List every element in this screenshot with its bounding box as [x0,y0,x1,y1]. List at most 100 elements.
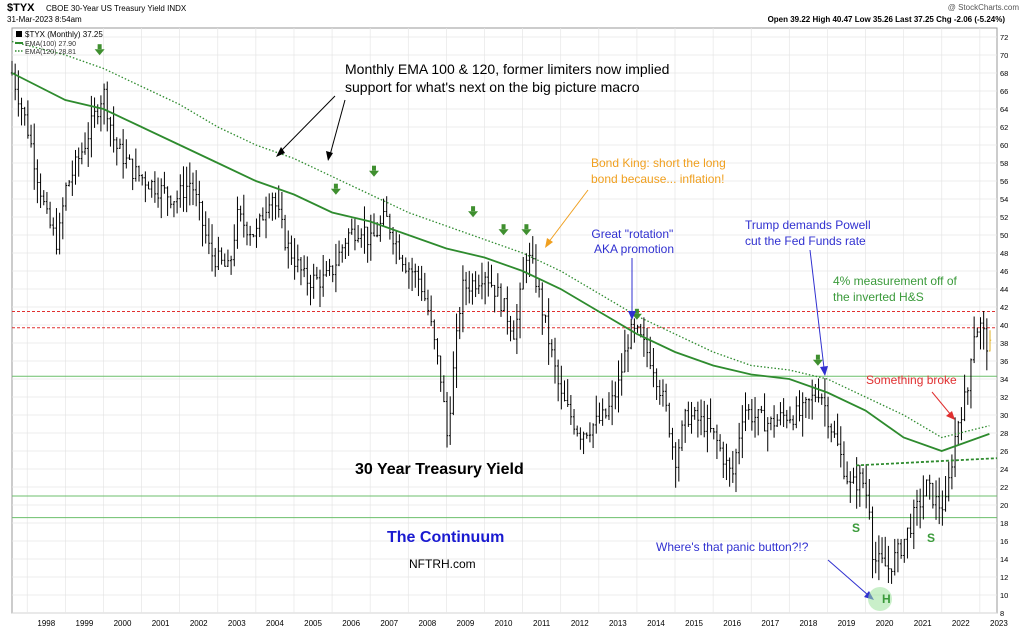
y-tick-label: 10 [1000,591,1008,600]
y-tick-label: 16 [1000,537,1008,546]
y-tick-label: 36 [1000,357,1008,366]
x-tick-label: 2005 [304,619,322,628]
y-tick-label: 8 [1000,609,1004,618]
y-tick-label: 22 [1000,483,1008,492]
pivot-marker-head [521,229,532,236]
ema-note-arrow-1 [279,95,336,153]
series-layer [10,40,998,584]
x-tick-label: 2003 [228,619,246,628]
legend: $TYX (Monthly) 37.25 EMA(100) 27.90 EMA(… [15,30,103,56]
stats-label: Open 39.22 High 40.47 Low 35.26 Last 37.… [768,15,1006,24]
bond-king-line1: Bond King: short the long [591,156,726,170]
pivot-marker-head [812,359,823,366]
trump-note: Trump demands Powell cut the Fed Funds r… [745,218,874,248]
pivot-marker-stem [371,165,376,171]
chart-title: 30 Year Treasury Yield [355,461,524,478]
bond-king-arrow [547,189,589,244]
ema-note-line2: support for what's next on the big pictu… [345,79,640,95]
grid-lines [12,28,997,614]
ema-note-arrow-2 [329,99,346,156]
y-tick-label: 40 [1000,321,1008,330]
legend-entry-price: $TYX (Monthly) 37.25 [25,30,103,39]
hs-shoulder-right: S [927,531,935,545]
y-tick-label: 56 [1000,177,1008,186]
date-label: 31-Mar-2023 8:54am [7,15,82,24]
y-tick-label: 30 [1000,411,1008,420]
pivot-marker-head [468,211,479,218]
x-tick-label: 2004 [266,619,284,628]
x-tick-label: 2015 [685,619,703,628]
ema-note-arrowhead-1 [276,147,285,157]
x-tick-label: 2001 [152,619,170,628]
y-tick-label: 12 [1000,573,1008,582]
broke-arrowhead [946,411,955,420]
y-tick-label: 32 [1000,393,1008,402]
ema-100-line [11,72,990,452]
x-tick-label: 1999 [76,619,94,628]
y-tick-label: 46 [1000,267,1008,276]
ema-note-arrowhead-2 [326,151,333,161]
pivot-marker-stem [471,206,476,212]
pivot-marker-stem [97,44,102,50]
hs-head: H [882,592,891,606]
chart-header: $TYX CBOE 30-Year US Treasury Yield INDX… [7,2,1019,24]
description-label: CBOE 30-Year US Treasury Yield INDX [46,4,187,13]
site-label: NFTRH.com [409,557,476,571]
y-tick-label: 64 [1000,105,1008,114]
y-tick-label: 48 [1000,249,1008,258]
y-tick-label: 66 [1000,87,1008,96]
pivot-marker-stem [524,224,529,230]
x-tick-label: 2014 [647,619,665,628]
rotation-note: Great "rotation" AKA promotion [591,227,676,256]
x-tick-label: 2002 [190,619,208,628]
horizontal-levels [12,311,997,519]
x-tick-label: 2000 [114,619,132,628]
y-tick-label: 28 [1000,429,1008,438]
ema-note-line1: Monthly EMA 100 & 120, former limiters n… [345,61,669,77]
annotations: Monthly EMA 100 & 120, former limiters n… [276,61,960,611]
y-tick-label: 24 [1000,465,1008,474]
bond-king-line2: bond because... inflation! [591,172,724,186]
x-tick-label: 2010 [495,619,513,628]
something-broke-note: Something broke [866,373,957,387]
x-tick-label: 2006 [342,619,360,628]
head-highlight [868,587,892,611]
pivot-marker-head [368,170,379,177]
watermark: @ StockCharts.com [948,3,1020,12]
measurement-note: 4% measurement off of the inverted H&S [833,274,960,304]
measurement-line2: the inverted H&S [833,290,924,304]
y-tick-label: 60 [1000,141,1008,150]
neckline [855,457,998,467]
rotation-line2: AKA promotion [594,242,674,256]
pivot-marker-head [94,49,105,56]
x-tick-label: 2021 [914,619,932,628]
panic-arrow [827,559,869,596]
pivot-marker-stem [815,354,820,360]
trump-line2: cut the Fed Funds rate [745,234,866,248]
x-tick-label: 2017 [761,619,779,628]
y-tick-label: 20 [1000,501,1008,510]
y-tick-label: 38 [1000,339,1008,348]
pivot-markers [94,44,823,366]
legend-swatch-price [16,31,22,37]
symbol-label: $TYX [7,2,35,14]
x-tick-label: 2019 [838,619,856,628]
pivot-marker-head [631,313,642,320]
y-tick-label: 58 [1000,159,1008,168]
y-tick-label: 72 [1000,33,1008,42]
panic-note: Where's that panic button?!? [656,540,809,554]
pivot-marker-stem [501,224,506,230]
hs-shoulder-left: S [852,521,860,535]
x-tick-label: 2023 [990,619,1008,628]
y-tick-label: 54 [1000,195,1008,204]
pivot-marker-stem [634,308,639,314]
pivot-marker-head [498,229,509,236]
x-tick-label: 2008 [418,619,436,628]
x-tick-label: 2007 [380,619,398,628]
legend-entry-ema100: EMA(100) 27.90 [25,41,76,48]
broke-arrow [931,391,952,416]
x-tick-label: 2020 [876,619,894,628]
y-tick-label: 34 [1000,375,1008,384]
